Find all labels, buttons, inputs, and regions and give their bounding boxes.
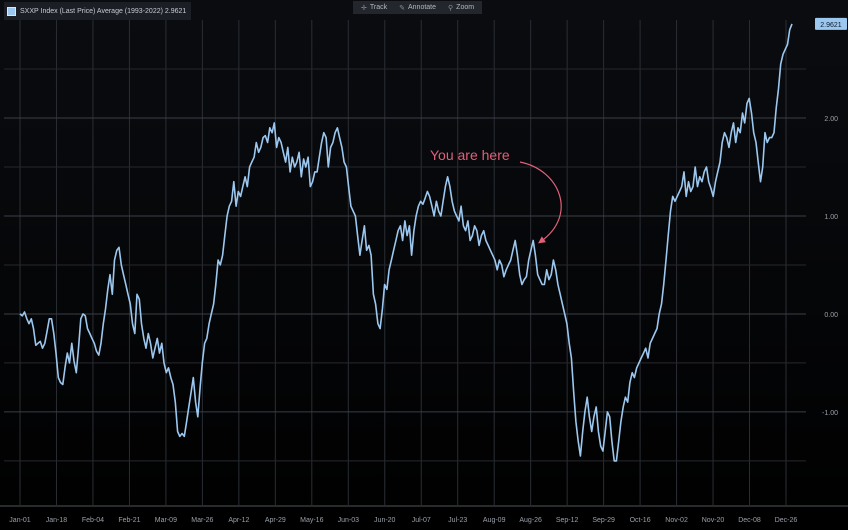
annotation-arrow [519,161,562,244]
track-button[interactable]: ✛ Track [361,4,387,12]
x-tick-label: Nov-02 [665,517,688,524]
last-value-tag: 2.9621 [815,17,847,30]
x-tick-label: Jul-07 [412,517,431,524]
chart-toolbar: ✛ Track ✎ Annotate ⚲ Zoom [353,1,483,14]
last-value-box [815,17,847,30]
x-tick-label: Aug-09 [483,517,506,524]
x-tick-label: Jul-23 [448,517,467,524]
x-tick-label: Mar-26 [191,517,213,524]
x-tick-label: Nov-20 [702,517,725,524]
x-tick-label: Aug-26 [519,517,542,524]
track-label: Track [369,4,388,11]
x-tick-label: Jun-20 [374,517,396,524]
y-tick-label: 2.00 [824,116,838,123]
x-tick-label: Oct-16 [630,517,651,524]
legend-swatch [7,6,16,16]
x-tick-label: Jan-18 [46,517,68,524]
legend-label: SXXP Index (Last Price) Average (1993-20… [20,7,187,15]
x-tick-label: May-16 [300,517,323,524]
last-value-label: 2.9621 [820,22,842,29]
zoom-button[interactable]: ⚲ Zoom [448,4,474,12]
x-tick-label: Jun-03 [338,517,360,524]
x-tick-label: Jan-01 [9,517,31,524]
crosshair-icon: ✛ [361,4,367,12]
x-tick-label: Sep-12 [556,517,579,524]
x-tick-label: Feb-04 [82,517,104,524]
annotate-label: Annotate [408,4,437,11]
x-tick-label: Dec-08 [738,517,761,524]
x-tick-label: Feb-21 [118,517,140,524]
series-line [19,23,793,462]
chart-legend[interactable]: SXXP Index (Last Price) Average (1993-20… [4,2,192,20]
annotation-text: You are here [430,147,510,163]
x-tick-label: Mar-09 [155,517,177,524]
x-tick-label: Sep-29 [592,517,615,524]
x-tick-label: Apr-12 [228,517,249,524]
y-tick-label: 1.00 [824,214,838,221]
x-tick-label: Apr-29 [265,517,286,524]
y-tick-label: 0.00 [824,312,838,319]
pencil-icon: ✎ [399,4,405,12]
zoom-label: Zoom [456,4,475,11]
magnifier-icon: ⚲ [448,4,454,12]
x-tick-label: Dec-26 [775,517,798,524]
annotate-button[interactable]: ✎ Annotate [399,4,436,12]
y-tick-label: -1.00 [822,410,838,417]
